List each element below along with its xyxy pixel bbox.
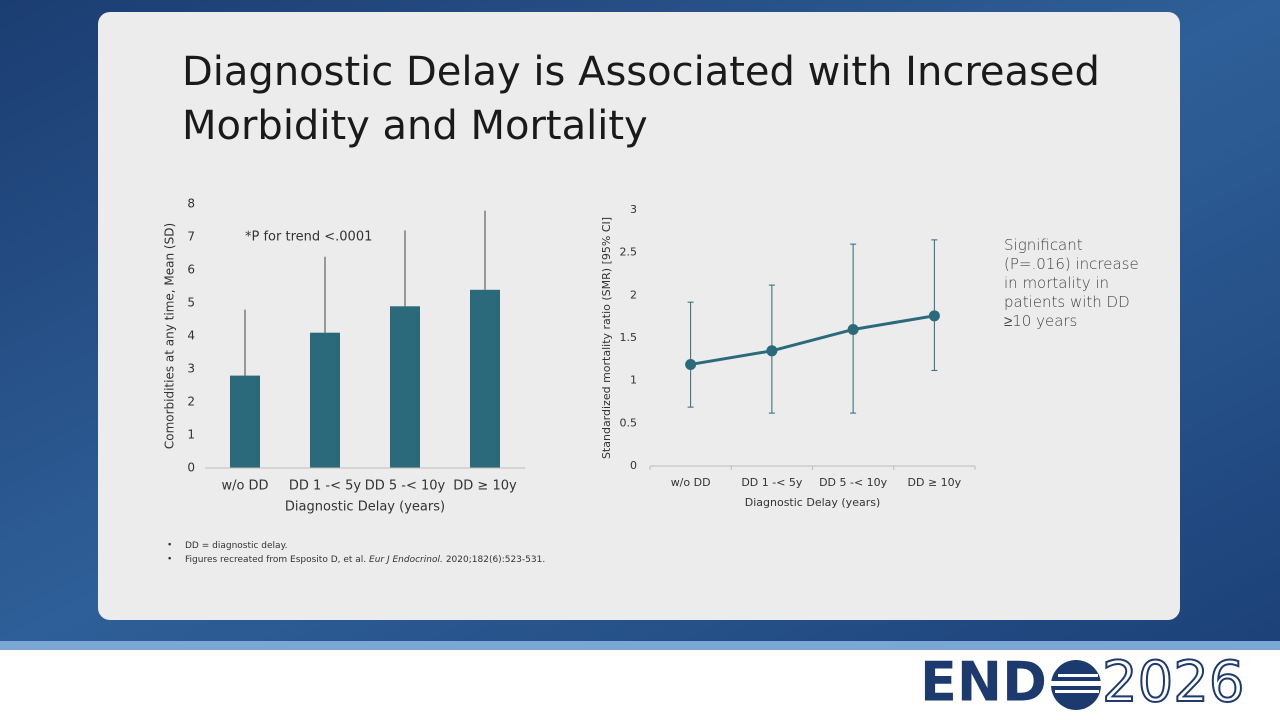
x-tick-label: DD 1 -< 5y [741,476,803,489]
title: Diagnostic Delay is Associated with Incr… [182,49,1100,95]
y-tick-label: 0 [187,461,195,475]
x-axis-title: Diagnostic Delay (years) [285,500,445,515]
y-tick-label: 1 [630,374,637,387]
point [685,358,697,370]
footnote-text: DD = diagnostic delay. [185,541,287,551]
x-tick-label: DD 1 -< 5y [289,479,362,494]
logo-left: END [920,651,1047,714]
footnote-text: 2020;182(6):523-531. [446,555,545,565]
y-tick-label: 2 [187,395,195,409]
bullet: • [167,555,172,565]
bar [390,306,420,468]
y-tick-label: 1.5 [620,331,638,344]
x-tick-label: w/o DD [671,476,711,489]
y-tick-label: 5 [187,296,195,310]
point [766,345,778,357]
y-tick-label: 4 [187,329,195,343]
y-tick-label: 0 [630,459,637,472]
y-tick-label: 1 [187,428,195,442]
footnote: DD = diagnostic delay. [185,541,287,551]
x-tick-label: DD 5 -< 10y [819,476,888,489]
y-tick-label: 3 [187,362,195,376]
annotation: *P for trend <.0001 [245,230,372,245]
y-axis-title: Comorbidities at any time, Mean (SD) [163,223,177,449]
logo-globe [1049,660,1103,710]
y-tick-label: 2.5 [620,246,638,259]
x-tick-label: DD 5 -< 10y [365,479,446,494]
point [847,323,859,335]
footnote-text: Figures recreated from Esposito D, et al… [185,555,369,565]
footnote: Figures recreated from Esposito D, et al… [185,555,545,565]
logo-right: 2026 [1102,650,1245,715]
y-tick-label: 3 [630,203,637,216]
y-axis-title: Standardized mortality ratio (SMR) [95% … [600,217,613,459]
x-tick-label: DD ≥ 10y [908,476,962,489]
point [928,310,940,322]
y-tick-label: 8 [187,197,195,211]
x-axis-title: Diagnostic Delay (years) [745,496,881,509]
note: Significant (P=.016) increase in mortali… [1004,236,1139,330]
bar [230,375,260,468]
bar [310,332,340,468]
footnote-journal: Eur J Endocrinol. [369,555,443,565]
y-tick-label: 2 [630,288,637,301]
y-tick-label: 6 [187,263,195,277]
bar [470,289,500,468]
y-tick-label: 7 [187,230,195,244]
title: Morbidity and Mortality [182,103,648,149]
band [0,641,1280,650]
bullet: • [167,541,172,551]
y-tick-label: 0.5 [620,416,638,429]
x-tick-label: DD ≥ 10y [453,479,517,494]
line [690,314,935,366]
x-tick-label: w/o DD [221,479,268,494]
